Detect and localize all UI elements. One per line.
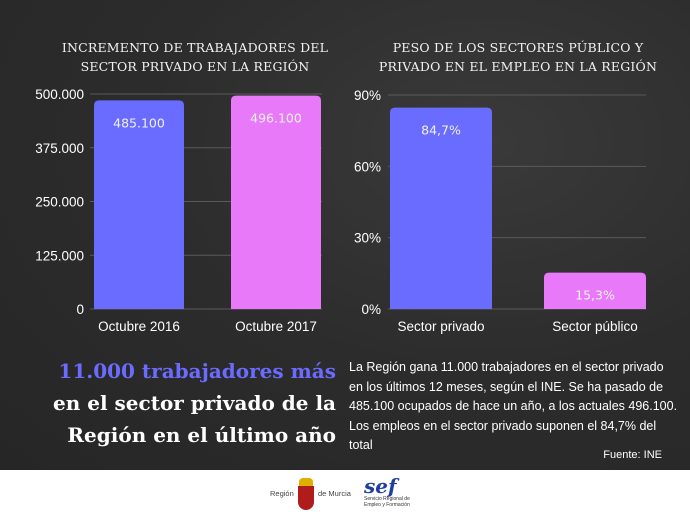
region-logo-right-text: de Murcia (318, 489, 351, 498)
chart2-ytick-label: 90% (354, 88, 381, 103)
chart1-ytick-label: 500.000 (35, 87, 84, 102)
chart1-title: INCREMENTO DE TRABAJADORES DEL SECTOR PR… (61, 40, 329, 74)
chart2-data-label: 84,7% (421, 123, 461, 138)
charts: 0 125.000 250.000 375.000 500.000 485.100 Octu… (35, 87, 646, 334)
chart1-ytick-label: 0 (76, 302, 84, 317)
chart1-category-label: Octubre 2016 (98, 319, 180, 334)
chart1-bar (94, 100, 184, 309)
headline-line2: en el sector privado de la (53, 391, 336, 415)
chart1-ytick-label: 250.000 (35, 195, 84, 210)
chart1-category-label: Octubre 2017 (235, 319, 317, 334)
chart2-bar (544, 272, 646, 309)
region-logo-left-text: Región (270, 489, 294, 498)
headline-line1: 11.000 trabajadores más (58, 359, 336, 383)
sef-logo: sef Servicio Regional de Empleo y Formac… (364, 474, 410, 508)
headline: 11.000 trabajadores más en el sector pri… (0, 355, 336, 451)
chart1-ytick-label: 125.000 (35, 248, 84, 263)
chart2-category-label: Sector privado (397, 319, 484, 334)
source-note: Fuente: INE (603, 449, 662, 461)
chart2-ytick-label: 60% (354, 159, 381, 174)
chart2-title: PESO DE LOS SECTORES PÚBLICO Y PRIVADO E… (378, 40, 658, 74)
chart2-category-label: Sector público (552, 319, 638, 334)
headline-line3: Región en el último año (67, 423, 336, 447)
footer: Región de Murcia sef Servicio Regional d… (0, 470, 690, 518)
chart2-ytick-label: 30% (354, 231, 381, 246)
chart2-ytick-label: 0% (361, 302, 381, 317)
summary-paragraph: La Región gana 11.000 trabajadores en el… (349, 360, 678, 452)
murcia-coat-of-arms-icon (297, 478, 315, 514)
chart2-data-label: 15,3% (575, 288, 615, 303)
chart2-bar (390, 107, 492, 309)
chart1-data-label: 496.100 (250, 111, 302, 126)
chart1-data-label: 485.100 (113, 115, 165, 130)
chart1-ytick-label: 375.000 (35, 141, 84, 156)
chart1-bar (231, 95, 321, 309)
